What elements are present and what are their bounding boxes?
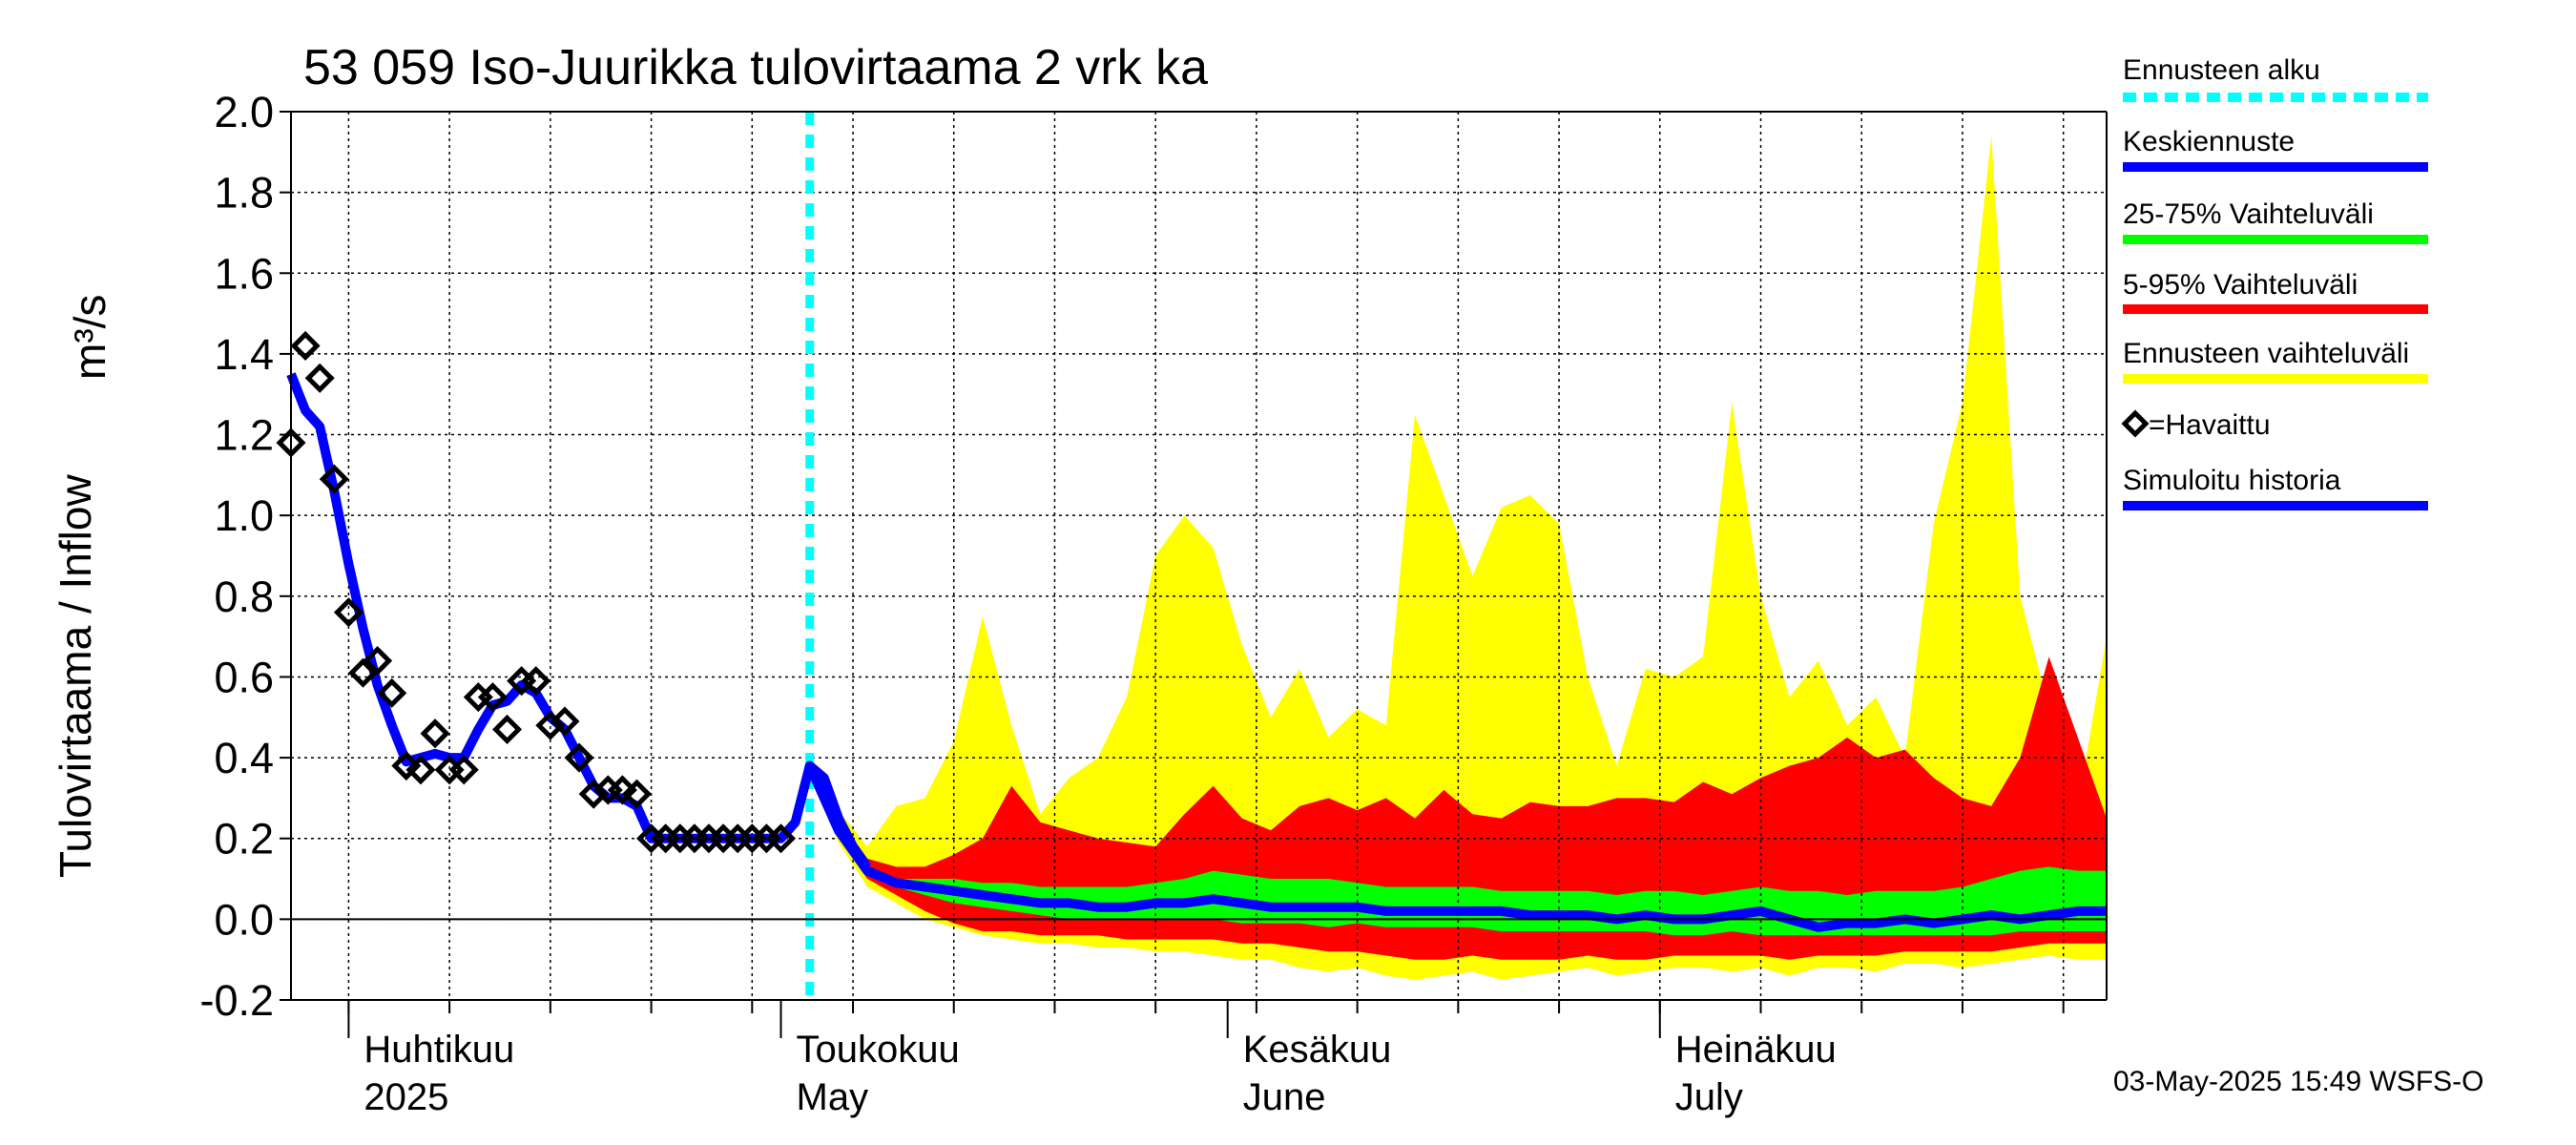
month-label-en: July xyxy=(1675,1076,1743,1118)
p25-75-band xyxy=(809,761,2108,936)
legend: Ennusteen alku Keskiennuste 25-75% Vaihtel… xyxy=(2121,54,2428,510)
chart-title: 53 059 Iso-Juurikka tulovirtaama 2 vrk k… xyxy=(303,40,1208,95)
month-label-fi: Heinäkuu xyxy=(1675,1029,1837,1071)
observed-point xyxy=(347,657,379,688)
observed-point xyxy=(621,779,653,809)
y-tick-label: 0.4 xyxy=(214,734,274,782)
observed-point xyxy=(578,779,609,809)
legend-range-label: Ennusteen vaihteluväli xyxy=(2123,338,2409,369)
observed-point xyxy=(333,597,364,628)
observed-point xyxy=(304,363,335,393)
observed-point xyxy=(550,706,580,737)
observed-point xyxy=(290,330,321,361)
observed-point xyxy=(448,755,479,785)
month-label-en: May xyxy=(797,1076,869,1118)
observed-point xyxy=(492,714,523,745)
y-tick-label: 0.6 xyxy=(214,653,274,701)
observed-point xyxy=(564,742,594,773)
median-forecast-line xyxy=(805,763,2107,932)
month-label-en: June xyxy=(1243,1076,1326,1118)
observed-point xyxy=(377,677,407,708)
y-axis-unit: m³/s xyxy=(65,295,114,380)
y-tick-label: 1.2 xyxy=(214,411,274,460)
y-tick-label: 2.0 xyxy=(214,88,274,136)
observed-point xyxy=(319,464,349,494)
y-tick-label: 1.0 xyxy=(214,491,274,540)
legend-median-label: Keskiennuste xyxy=(2123,126,2295,157)
legend-observed-label: =Havaittu xyxy=(2149,409,2271,441)
observed-point xyxy=(521,666,551,697)
month-label-fi: Toukokuu xyxy=(797,1029,960,1071)
legend-p25-75-label: 25-75% Vaihteluväli xyxy=(2123,198,2374,230)
axes: 2.0 1.8 1.6 1.4 1.2 1.0 0.8 0.6 0.4 0.2 0.0 -0.2 Huh… xyxy=(199,88,2108,1118)
month-label-fi: Kesäkuu xyxy=(1243,1029,1392,1071)
observed-point xyxy=(535,710,566,740)
y-tick-label: 0.0 xyxy=(214,895,274,944)
y-tick-label: -0.2 xyxy=(199,976,274,1025)
observed-markers-layer xyxy=(276,330,797,854)
legend-p5-95-label: 5-95% Vaihteluväli xyxy=(2123,269,2358,301)
month-label-en: 2025 xyxy=(364,1076,448,1118)
legend-observed-marker xyxy=(2121,409,2150,438)
simulated-history-line xyxy=(286,372,872,870)
observed-point xyxy=(477,682,508,713)
observed-point xyxy=(363,645,393,677)
observed-point xyxy=(405,755,436,785)
legend-forecast-start-label: Ennusteen alku xyxy=(2123,54,2320,86)
y-tick-label: 1.8 xyxy=(214,169,274,218)
observed-point xyxy=(765,823,797,854)
y-tick-label: 0.8 xyxy=(214,572,274,621)
y-tick-label: 1.4 xyxy=(214,330,274,379)
y-tick-label: 0.2 xyxy=(214,815,274,864)
timestamp: 03-May-2025 15:49 WSFS-O xyxy=(2113,1066,2484,1097)
observed-point xyxy=(420,718,450,749)
forecast-range-band xyxy=(809,135,2108,980)
p25-75-band-layer xyxy=(809,761,2108,936)
y-tick-label: 1.6 xyxy=(214,249,274,298)
legend-simulated-label: Simuloitu historia xyxy=(2123,465,2341,496)
range-band-layer xyxy=(809,135,2108,980)
month-label-fi: Huhtikuu xyxy=(364,1029,514,1071)
y-axis-label: Tulovirtaama / Inflow xyxy=(51,474,100,878)
